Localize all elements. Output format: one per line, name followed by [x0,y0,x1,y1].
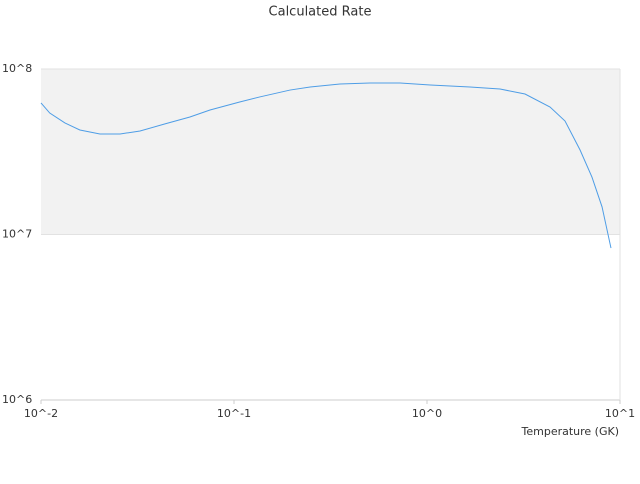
plot-band [41,69,620,235]
chart-title: Calculated Rate [269,5,372,20]
x-axis-label: Temperature (GK) [521,425,620,438]
y-tick-label: 10^8 [2,62,32,75]
x-tick-label: 10^0 [412,407,442,420]
data-line [40,82,612,249]
y-tick-label: 10^7 [2,228,32,241]
x-tick-label: 10^-1 [217,407,251,420]
y-tick-label: 10^6 [2,393,32,406]
x-tick-label: 10^-2 [24,407,58,420]
x-tick-label: 10^1 [605,407,635,420]
